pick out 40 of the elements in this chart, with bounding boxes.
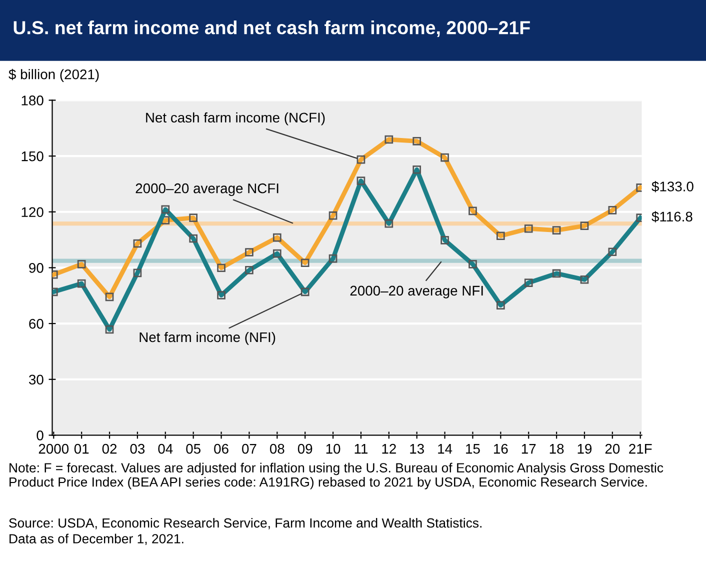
y-tick-label: 0 — [36, 430, 44, 440]
x-tick-label: 18 — [550, 444, 564, 454]
x-tick-label: 11 — [354, 444, 368, 454]
x-tick-label: 06 — [214, 444, 228, 454]
x-tick-label: 16 — [494, 444, 508, 454]
x-tick-label: 03 — [130, 444, 145, 454]
x-tick-label: 14 — [438, 444, 452, 454]
x-tick-label: 10 — [326, 444, 340, 454]
y-tick-label: 90 — [29, 263, 44, 273]
x-tick-label: 21F — [629, 444, 652, 454]
chart-title: U.S. net farm income and net cash farm income, 2000–21F — [14, 20, 530, 38]
source-note: Source: USDA, Economic Research Service, Farm Income and Wealth Statistics. — [9, 518, 482, 530]
y-tick-label: 120 — [22, 207, 44, 218]
x-tick-label: 13 — [410, 444, 424, 454]
x-tick-label: 08 — [270, 444, 284, 454]
x-tick-label: 20 — [605, 444, 620, 454]
x-tick-label: 07 — [242, 444, 256, 454]
x-tick-label: 05 — [186, 444, 200, 454]
x-tick-label: 01 — [74, 444, 89, 454]
y-tick-label: 60 — [29, 318, 44, 329]
y-tick-label: 30 — [28, 374, 44, 385]
x-tick-label: 09 — [298, 444, 312, 454]
x-tick-label: 17 — [522, 444, 536, 454]
text: Data as of December 1, 2021. — [10, 534, 184, 545]
x-tick-label: 02 — [102, 444, 117, 454]
text: Net cash farm income (NCFI) — [146, 112, 325, 126]
x-tick-label: 04 — [158, 444, 173, 454]
y-tick-label: 150 — [22, 151, 44, 162]
x-tick-label: 19 — [578, 444, 592, 454]
x-tick-label: 12 — [382, 444, 396, 454]
ref-line-label: 2000–20 average NCFI — [136, 183, 278, 196]
y-axis-title: $ billion (2021) — [8, 68, 99, 82]
text: Note: F = forecast. Values are adjusted for inflation using the U.S. Bureau of Economic Analysis Gross Domestic Product Price Index (BEA API series code: A191RG) rebased to 2021 by USDA, Economic Research Service. — [10, 462, 664, 490]
ref-line-label: 2000–20 average NFI — [350, 286, 483, 298]
x-tick-label: 2000 — [38, 444, 69, 454]
data-label: $133.0 — [652, 180, 694, 192]
data-label: $116.8 — [652, 211, 692, 222]
series-label: Net farm income (NFI) — [140, 332, 276, 345]
y-tick-label: 180 — [22, 96, 44, 106]
x-tick-label: 15 — [466, 444, 480, 454]
